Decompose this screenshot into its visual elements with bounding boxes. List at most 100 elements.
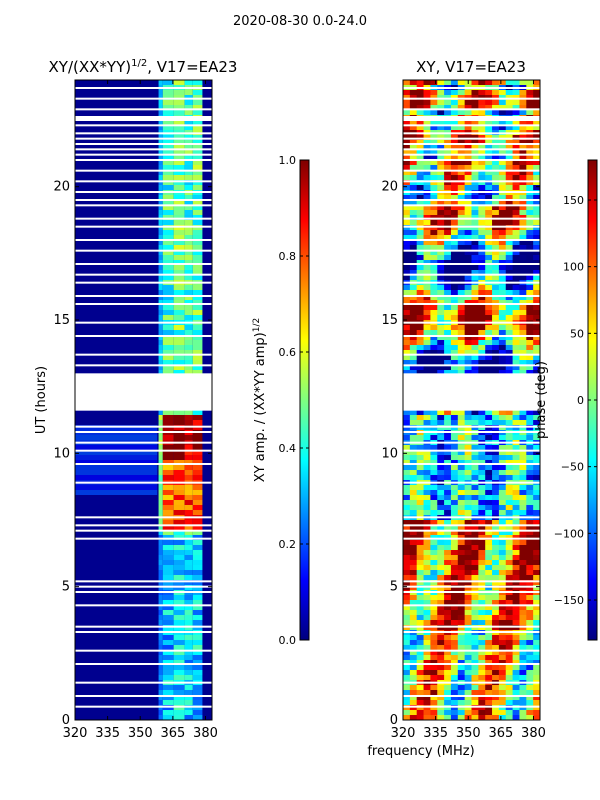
phase-cell xyxy=(437,110,445,115)
phase-cell xyxy=(450,595,459,600)
phase-cell xyxy=(471,615,479,620)
phase-cell xyxy=(437,105,445,110)
phase-cell xyxy=(478,245,486,250)
flagged-row xyxy=(403,273,540,276)
phase-cell xyxy=(519,550,527,555)
phase-cell xyxy=(485,565,493,570)
left-ylabel: UT (hours) xyxy=(34,366,49,434)
phase-cell xyxy=(430,685,438,690)
amplitude-cell xyxy=(158,435,163,440)
amplitude-cell xyxy=(162,305,174,310)
phase-cell xyxy=(464,560,472,565)
amplitude-cell xyxy=(184,265,193,270)
phase-cell xyxy=(444,645,452,650)
phase-cell xyxy=(409,570,418,575)
amplitude-cell xyxy=(184,140,193,145)
phase-cell xyxy=(533,470,540,475)
phase-cell xyxy=(464,310,472,315)
amplitude-cell xyxy=(173,580,185,585)
phase-cell xyxy=(430,325,438,330)
phase-cell xyxy=(492,240,500,245)
phase-cell xyxy=(526,690,534,695)
amplitude-cell xyxy=(192,310,203,315)
amplitude-cell xyxy=(162,435,174,440)
phase-cell xyxy=(533,535,540,540)
shared-xlabel: frequency (MHz) xyxy=(367,744,474,759)
phase-cell xyxy=(403,475,411,480)
phase-cell xyxy=(485,510,493,515)
phase-cell xyxy=(492,670,500,675)
phase-cell xyxy=(498,270,507,275)
amplitude-cell xyxy=(162,475,174,480)
phase-cell xyxy=(457,355,466,360)
phase-cell xyxy=(403,635,411,640)
phase-cell xyxy=(505,105,514,110)
amplitude-cell xyxy=(184,305,193,310)
phase-cell xyxy=(409,600,418,605)
phase-cell xyxy=(485,285,493,290)
phase-cell xyxy=(512,135,520,140)
phase-cell xyxy=(403,595,411,600)
phase-cell xyxy=(492,245,500,250)
phase-cell xyxy=(450,165,459,170)
phase-cell xyxy=(512,120,520,125)
phase-cell xyxy=(437,180,445,185)
phase-cell xyxy=(409,95,418,100)
phase-cell xyxy=(403,170,411,175)
amplitude-cell xyxy=(184,210,193,215)
phase-cell xyxy=(492,520,500,525)
phase-cell xyxy=(526,310,534,315)
amplitude-cell xyxy=(192,100,203,105)
phase-cell xyxy=(437,185,445,190)
phase-cell xyxy=(505,710,514,715)
phase-cell xyxy=(457,370,466,375)
amplitude-cell xyxy=(192,580,203,585)
phase-cell xyxy=(478,505,486,510)
phase-cell xyxy=(526,80,534,85)
phase-cell xyxy=(492,475,500,480)
x-tick-label: 335 xyxy=(423,726,448,741)
amplitude-cell xyxy=(75,450,158,455)
amplitude-cell xyxy=(192,490,203,495)
amplitude-cell xyxy=(184,690,193,695)
phase-cell xyxy=(498,665,507,670)
phase-cell xyxy=(526,305,534,310)
amplitude-cell xyxy=(173,215,185,220)
phase-cell xyxy=(519,360,527,365)
flagged-row xyxy=(75,449,212,452)
phase-cell xyxy=(471,545,479,550)
phase-cell xyxy=(498,160,507,165)
phase-cell xyxy=(409,485,418,490)
phase-cell xyxy=(498,350,507,355)
phase-cell xyxy=(478,410,486,415)
phase-cell xyxy=(533,315,540,320)
phase-cell xyxy=(423,710,431,715)
phase-cell xyxy=(423,295,431,300)
phase-cell xyxy=(498,580,507,585)
flagged-row xyxy=(75,695,212,697)
phase-cell xyxy=(485,520,493,525)
amplitude-cell xyxy=(158,285,163,290)
phase-cell xyxy=(485,215,493,220)
phase-cell xyxy=(437,175,445,180)
phase-cell xyxy=(471,420,479,425)
phase-cell xyxy=(526,645,534,650)
phase-cell xyxy=(450,240,459,245)
phase-cell xyxy=(423,285,431,290)
phase-cell xyxy=(437,295,445,300)
phase-cell xyxy=(485,545,493,550)
phase-cell xyxy=(478,685,486,690)
amplitude-cell xyxy=(192,455,203,460)
phase-cell xyxy=(478,360,486,365)
phase-cell xyxy=(457,575,466,580)
phase-cell xyxy=(478,300,486,305)
phase-cell xyxy=(498,295,507,300)
amplitude-cell xyxy=(173,355,185,360)
phase-cell xyxy=(416,155,425,160)
phase-cell xyxy=(403,125,411,130)
amplitude-cell xyxy=(158,490,163,495)
phase-cell xyxy=(450,295,459,300)
amplitude-cell xyxy=(162,540,174,545)
phase-cell xyxy=(485,220,493,225)
flagged-row xyxy=(75,124,212,127)
